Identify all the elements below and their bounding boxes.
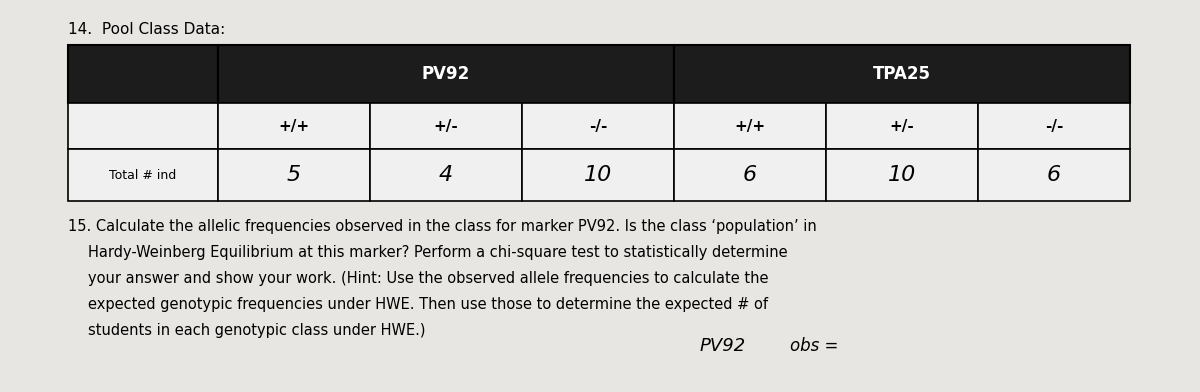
Bar (522, 103, 674, 149)
Text: 6: 6 (1046, 165, 1061, 185)
Text: -/-: -/- (589, 118, 607, 134)
Text: 4: 4 (439, 165, 454, 185)
Bar (68, 45, 218, 103)
Bar (370, 149, 522, 201)
Text: obs =: obs = (790, 337, 839, 355)
Bar (674, 103, 826, 149)
Bar (218, 149, 370, 201)
Bar (218, 103, 370, 149)
Text: your answer and show your work. (Hint: Use the observed allele frequencies to ca: your answer and show your work. (Hint: U… (88, 271, 768, 286)
Text: -/-: -/- (1045, 118, 1063, 134)
Bar (68, 103, 218, 149)
Bar (68, 45, 1130, 103)
Text: 10: 10 (888, 165, 916, 185)
Text: +/-: +/- (433, 118, 458, 134)
Text: 10: 10 (584, 165, 612, 185)
Bar (826, 149, 978, 201)
Bar (522, 149, 674, 201)
Bar (826, 103, 978, 149)
Bar (978, 103, 1130, 149)
Text: +/+: +/+ (734, 118, 766, 134)
Bar (68, 149, 218, 201)
Text: students in each genotypic class under HWE.): students in each genotypic class under H… (88, 323, 426, 338)
Text: expected genotypic frequencies under HWE. Then use those to determine the expect: expected genotypic frequencies under HWE… (88, 297, 768, 312)
Bar (370, 103, 522, 149)
Text: PV92: PV92 (422, 65, 470, 83)
Bar (978, 149, 1130, 201)
Bar (218, 45, 674, 103)
Text: Total # ind: Total # ind (109, 169, 176, 181)
Text: +/+: +/+ (278, 118, 310, 134)
Text: Hardy-Weinberg Equilibrium at this marker? Perform a chi-square test to statisti: Hardy-Weinberg Equilibrium at this marke… (88, 245, 787, 260)
Text: PV92: PV92 (700, 337, 746, 355)
Text: TPA25: TPA25 (874, 65, 931, 83)
Text: 5: 5 (287, 165, 301, 185)
Text: +/-: +/- (889, 118, 914, 134)
Bar (674, 45, 1130, 103)
Text: 14.  Pool Class Data:: 14. Pool Class Data: (68, 22, 226, 37)
Text: 15. Calculate the allelic frequencies observed in the class for marker PV92. Is : 15. Calculate the allelic frequencies ob… (68, 219, 817, 234)
Text: 6: 6 (743, 165, 757, 185)
Bar (674, 149, 826, 201)
